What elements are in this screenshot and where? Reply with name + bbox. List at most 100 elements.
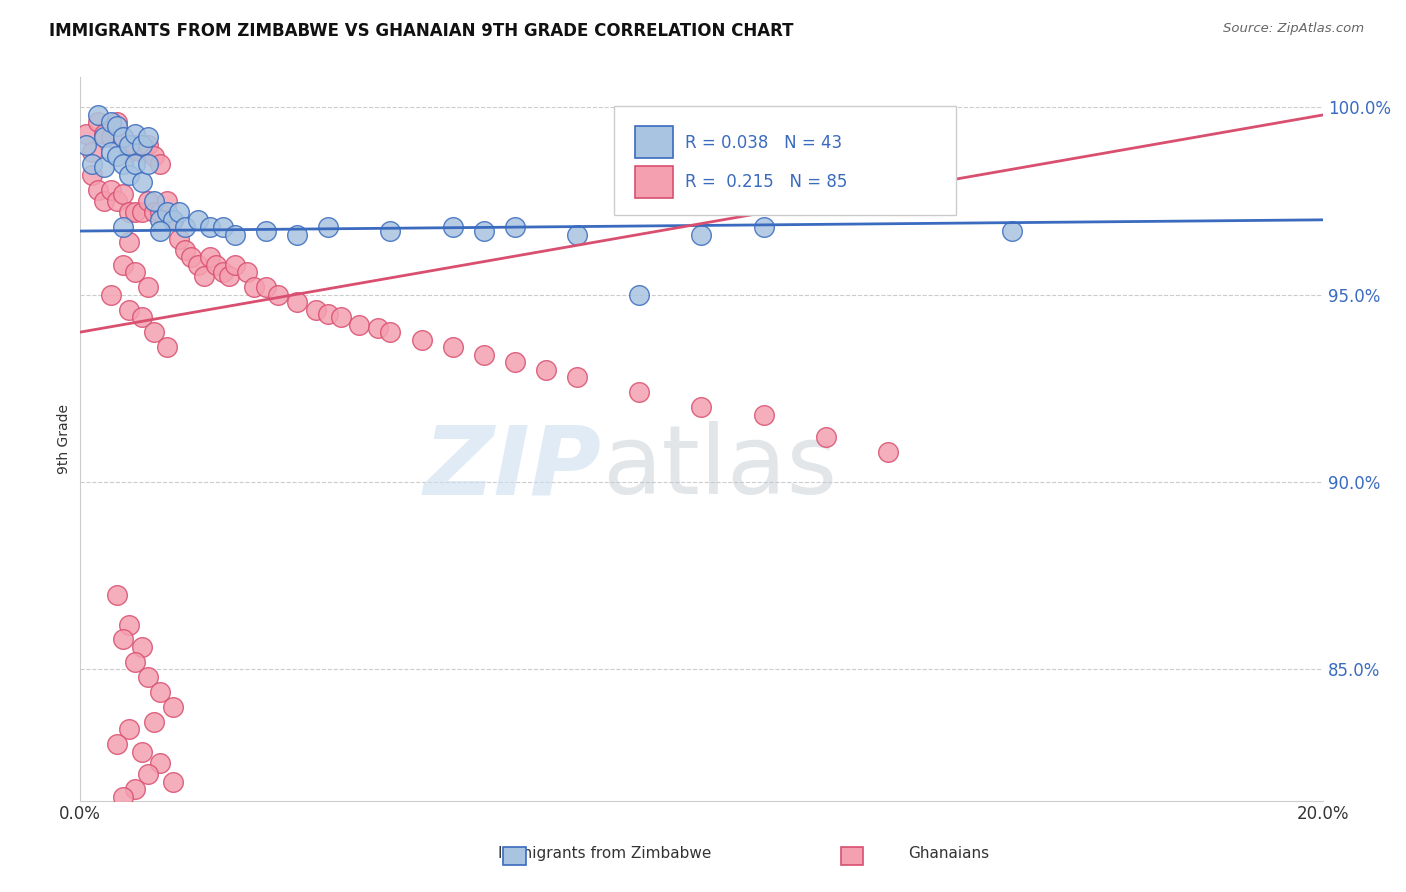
Point: [380, 224, 402, 238]
Point: [367, 321, 389, 335]
Point: [1001, 224, 1024, 238]
Point: [80, 156, 103, 170]
Point: [93, 194, 115, 208]
Point: [162, 700, 184, 714]
Point: [149, 685, 172, 699]
Point: [105, 119, 128, 133]
Text: R = 0.038   N = 43: R = 0.038 N = 43: [685, 134, 842, 152]
Point: [380, 325, 402, 339]
Point: [187, 212, 209, 227]
Point: [118, 205, 141, 219]
Point: [174, 243, 197, 257]
Point: [534, 362, 557, 376]
Point: [131, 640, 153, 654]
Point: [87, 115, 110, 129]
Point: [149, 756, 172, 771]
Point: [100, 115, 122, 129]
Point: [752, 408, 775, 422]
Point: [118, 723, 141, 737]
Point: [285, 227, 308, 242]
Point: [112, 789, 135, 804]
Point: [224, 227, 246, 242]
Point: [224, 258, 246, 272]
Point: [167, 231, 190, 245]
Point: [143, 149, 166, 163]
Text: Ghanaians: Ghanaians: [908, 847, 990, 861]
Y-axis label: 9th Grade: 9th Grade: [58, 404, 72, 474]
Point: [136, 156, 159, 170]
Point: [93, 130, 115, 145]
Point: [131, 745, 153, 759]
Point: [218, 268, 240, 283]
Point: [93, 127, 115, 141]
Point: [285, 295, 308, 310]
Point: [167, 205, 190, 219]
Point: [211, 265, 233, 279]
Point: [136, 280, 159, 294]
Point: [80, 168, 103, 182]
Point: [162, 212, 184, 227]
Bar: [636, 166, 672, 198]
Point: [118, 137, 141, 152]
Point: [105, 149, 128, 163]
Point: [628, 287, 651, 301]
Point: [105, 115, 128, 129]
Point: [112, 156, 135, 170]
Point: [441, 340, 464, 354]
Point: [100, 145, 122, 160]
Point: [472, 224, 495, 238]
Point: [162, 212, 184, 227]
Point: [80, 145, 103, 160]
Point: [124, 782, 146, 797]
Point: [112, 186, 135, 201]
Point: [118, 145, 141, 160]
Point: [75, 137, 97, 152]
Point: [143, 714, 166, 729]
Point: [75, 127, 97, 141]
Point: [329, 310, 352, 325]
Point: [254, 224, 277, 238]
Point: [162, 775, 184, 789]
Point: [118, 235, 141, 250]
Point: [254, 280, 277, 294]
Text: ZIP: ZIP: [425, 421, 602, 515]
Point: [131, 205, 153, 219]
Point: [112, 130, 135, 145]
Point: [349, 318, 371, 332]
Point: [93, 161, 115, 175]
Point: [118, 168, 141, 182]
Point: [105, 194, 128, 208]
Point: [155, 340, 177, 354]
Point: [316, 306, 339, 320]
Text: atlas: atlas: [602, 421, 837, 515]
Point: [124, 127, 146, 141]
Point: [136, 767, 159, 781]
FancyBboxPatch shape: [614, 106, 956, 215]
Point: [131, 145, 153, 160]
Point: [565, 370, 588, 384]
Point: [411, 333, 433, 347]
Point: [149, 205, 172, 219]
Point: [124, 156, 146, 170]
Text: Immigrants from Zimbabwe: Immigrants from Zimbabwe: [498, 847, 711, 861]
Point: [180, 250, 202, 264]
Point: [112, 258, 135, 272]
Point: [87, 183, 110, 197]
Text: Source: ZipAtlas.com: Source: ZipAtlas.com: [1223, 22, 1364, 36]
Point: [441, 220, 464, 235]
Point: [267, 287, 290, 301]
Point: [136, 137, 159, 152]
Point: [118, 302, 141, 317]
Point: [105, 738, 128, 752]
Point: [136, 130, 159, 145]
Point: [118, 617, 141, 632]
Point: [814, 430, 837, 444]
Point: [131, 175, 153, 189]
Point: [149, 224, 172, 238]
Point: [174, 220, 197, 235]
Point: [100, 183, 122, 197]
Point: [143, 205, 166, 219]
Point: [124, 137, 146, 152]
Point: [112, 130, 135, 145]
Point: [155, 205, 177, 219]
